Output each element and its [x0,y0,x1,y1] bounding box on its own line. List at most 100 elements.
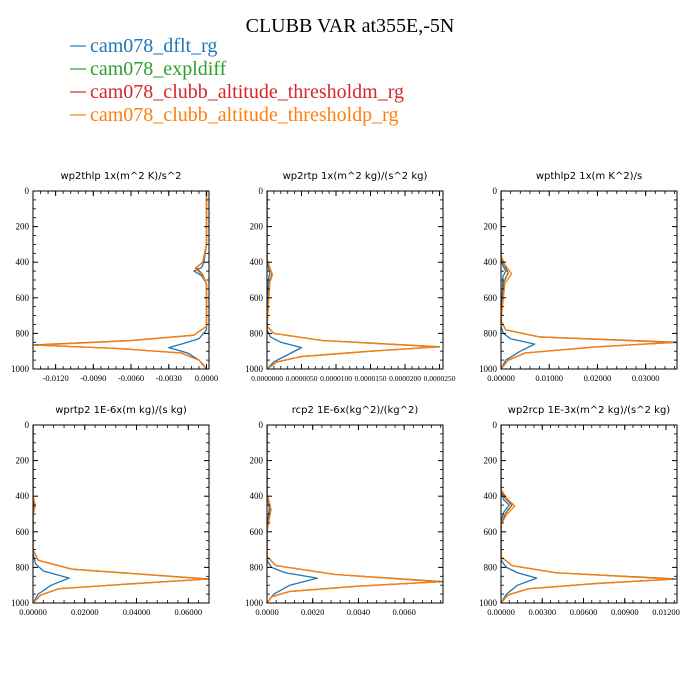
panel-title: wpthlp2 1x(m K^2)/s [536,171,642,182]
x-tick-label: 0.0020 [301,607,324,617]
x-tick-label: 0.02000 [584,373,612,383]
series-line-1 [267,191,303,369]
panel-title: wp2rcp 1E-3x(m^2 kg)/(s^2 kg) [508,405,671,416]
y-tick-label: 400 [484,491,498,501]
x-tick-label: -0.0120 [43,373,69,383]
y-tick-label: 200 [16,222,30,232]
y-tick-label: 400 [16,491,30,501]
series-line-4 [501,425,673,603]
series-line-2 [501,425,677,603]
panel-title: wp2rtp 1x(m^2 kg)/(s^2 kg) [283,171,428,182]
y-tick-label: 800 [250,328,264,338]
legend-label: cam078_clubb_altitude_thresholdp_rg [90,104,398,126]
series-line-1 [267,425,318,603]
series-group [501,191,677,369]
y-tick-label: 800 [484,562,498,572]
y-tick-label: 600 [250,527,264,537]
y-tick-label: 200 [250,456,264,466]
x-tick-label: 0.0000100 [320,374,352,383]
y-tick-label: 1000 [479,598,498,608]
series-line-3 [34,191,208,369]
plot-frame [500,424,678,604]
x-tick-label: 0.00300 [528,607,556,617]
y-tick-label: 200 [16,456,30,466]
legend-item: cam078_clubb_altitude_thresholdm_rg [70,81,404,103]
y-tick-label: 1000 [245,598,264,608]
y-tick-label: 600 [16,527,30,537]
x-tick-label: 0.00000 [487,373,515,383]
x-tick-label: 0.0000 [255,607,278,617]
x-tick-label: -0.0030 [156,373,182,383]
y-tick-label: 400 [484,257,498,267]
series-line-1 [33,425,70,603]
x-tick-label: 0.0000200 [389,374,421,383]
chart-panel-4: wprtp2 1E-6x(m kg)/(s kg) 0 200 400 600 800 10… [11,405,210,617]
legend-item: cam078_dflt_rg [70,35,217,57]
y-tick-label: 800 [250,562,264,572]
y-tick-label: 1000 [245,364,264,374]
chart-panel-3: wpthlp2 1x(m K^2)/s 0 200 400 600 800 10000.00… [479,171,678,383]
x-tick-label: 0.00900 [611,607,639,617]
x-tick-label: 0.0000150 [355,374,387,383]
y-tick-label: 800 [16,562,30,572]
y-tick-label: 1000 [479,364,498,374]
y-tick-label: 600 [16,293,30,303]
series-line-2 [33,191,208,369]
x-tick-label: 0.0000 [195,373,218,383]
y-tick-label: 0 [25,186,30,196]
y-tick-label: 1000 [11,598,30,608]
x-tick-label: -0.0060 [118,373,144,383]
x-tick-label: 0.01200 [652,607,680,617]
series-group [501,425,677,603]
x-tick-label: 0.04000 [123,607,151,617]
chart-panel-6: wp2rcp 1E-3x(m^2 kg)/(s^2 kg) 0 200 400 600 8… [479,405,680,617]
chart-panel-1: wp2thlp 1x(m^2 K)/s^2 0 200 400 600 800 1000 -0… [11,171,218,383]
panel-title: wprtp2 1E-6x(m kg)/(s kg) [55,405,187,416]
x-tick-label: 0.0000050 [286,374,318,383]
legend: cam078_dflt_rgcam078_expldiffcam078_club… [70,35,404,126]
y-tick-label: 0 [493,420,498,430]
y-tick-label: 800 [16,328,30,338]
chart-panel-2: wp2rtp 1x(m^2 kg)/(s^2 kg) 0 200 400 600 800 1… [245,171,456,383]
x-tick-label: 0.00600 [570,607,598,617]
x-tick-label: 0.0000000 [251,374,283,383]
x-tick-label: 0.0040 [347,607,370,617]
x-tick-label: 0.02000 [71,607,99,617]
panels: wp2thlp 1x(m^2 K)/s^2 0 200 400 600 800 1000 -0… [11,171,680,617]
y-tick-label: 200 [484,456,498,466]
series-line-1 [501,191,536,369]
chart-panel-5: rcp2 1E-6x(kg^2)/(kg^2) 0 200 400 600 800 1000… [245,405,444,617]
plot-frame [32,190,210,370]
series-group [267,425,443,603]
series-line-4 [267,425,440,603]
x-tick-label: -0.0090 [80,373,106,383]
y-tick-label: 600 [250,293,264,303]
x-tick-label: 0.01000 [535,373,563,383]
series-line-4 [267,191,438,369]
legend-label: cam078_dflt_rg [90,35,217,57]
series-line-4 [33,425,208,603]
y-tick-label: 0 [259,420,264,430]
x-tick-label: 0.06000 [174,607,202,617]
series-group [33,425,209,603]
series-line-4 [37,191,208,369]
series-group [33,191,208,369]
x-tick-label: 0.03000 [632,373,660,383]
series-line-4 [501,191,673,369]
y-tick-label: 800 [484,328,498,338]
x-tick-label: 0.0060 [392,607,415,617]
x-tick-label: 0.00000 [487,607,515,617]
series-line-2 [33,425,209,603]
y-tick-label: 200 [484,222,498,232]
x-tick-label: 0.00000 [19,607,47,617]
figure-title: CLUBB VAR at355E,-5N [246,15,455,37]
legend-label: cam078_expldiff [90,58,227,80]
panel-title: rcp2 1E-6x(kg^2)/(kg^2) [292,405,419,416]
series-line-3 [33,425,209,603]
legend-item: cam078_clubb_altitude_thresholdp_rg [70,104,398,126]
series-line-1 [168,191,208,369]
legend-label: cam078_clubb_altitude_thresholdm_rg [90,81,404,103]
panel-title: wp2thlp 1x(m^2 K)/s^2 [60,171,181,182]
y-tick-label: 600 [484,527,498,537]
